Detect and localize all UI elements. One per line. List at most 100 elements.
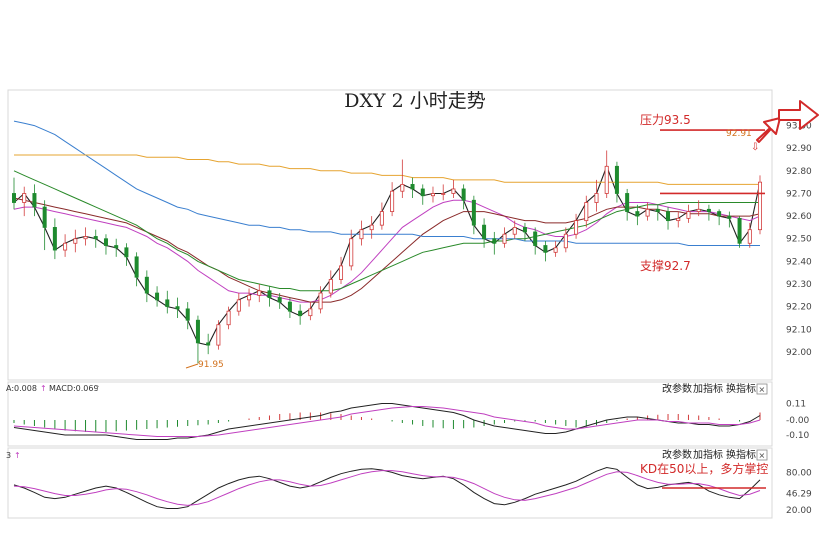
- kd-close-button[interactable]: ✕: [756, 449, 768, 461]
- price-tick-label: 92.20: [786, 303, 812, 313]
- kd-tick-label: 20.00: [786, 506, 812, 516]
- candle: [553, 241, 558, 257]
- candle-body: [553, 247, 558, 253]
- candle: [645, 202, 650, 221]
- macd-close-button[interactable]: ✕: [756, 383, 768, 395]
- price-tick-label: 92.60: [786, 212, 812, 222]
- ma-blue-line: [13, 120, 760, 246]
- candle: [502, 227, 507, 248]
- candle: [359, 220, 364, 246]
- candle: [195, 315, 200, 364]
- candle-body: [686, 211, 691, 219]
- candle: [625, 188, 630, 221]
- candle-body: [185, 308, 190, 321]
- candle-body: [236, 299, 241, 312]
- candle-body: [666, 211, 671, 222]
- candle-body: [461, 188, 466, 201]
- candle-body: [604, 165, 609, 194]
- macd-panel-frame: [7, 381, 773, 447]
- candle-body: [471, 199, 476, 226]
- macd-histogram: [13, 412, 761, 433]
- candle: [676, 211, 681, 228]
- macd-close-icon: ✕: [759, 386, 766, 395]
- candle: [103, 234, 108, 255]
- candle-body: [165, 299, 170, 308]
- candle-body: [339, 265, 344, 280]
- price-tick-label: 92.50: [786, 235, 812, 245]
- candle: [287, 297, 292, 318]
- down-arrow-marks: ⇩: [751, 142, 759, 153]
- kd-d-line: [13, 470, 761, 506]
- price-tick-label: 92.10: [786, 325, 812, 335]
- candle-body: [441, 193, 446, 195]
- candle: [63, 234, 68, 257]
- candle: [747, 222, 752, 248]
- price-tick-label: 92.90: [786, 144, 812, 154]
- chart-title: DXY 2 小时走势: [344, 90, 485, 112]
- candle: [522, 222, 527, 241]
- candle-body: [563, 233, 568, 249]
- candle-body: [727, 215, 732, 219]
- macd-lines: [13, 403, 761, 440]
- candle-body: [83, 236, 88, 240]
- candle-body: [247, 294, 252, 301]
- candle-body: [175, 306, 180, 310]
- candle: [328, 270, 333, 298]
- candle: [737, 216, 742, 248]
- candles: [11, 150, 763, 364]
- price-tick-label: 92.70: [786, 189, 812, 199]
- candle: [114, 238, 119, 257]
- candle: [236, 293, 241, 316]
- candle-body: [512, 227, 517, 235]
- price-panel-frame: [7, 89, 773, 381]
- macd-legend-up-icon: ↑: [40, 384, 47, 393]
- candle-body: [63, 242, 68, 251]
- candle-body: [625, 193, 630, 212]
- macd-legend-down-icon: ↑: [94, 384, 101, 393]
- kd-edit-params-button[interactable]: 改参数: [662, 448, 692, 461]
- candle-body: [655, 208, 660, 212]
- right-arrow-icon: [778, 100, 819, 130]
- ma-magenta-line: [13, 199, 761, 303]
- macd-close-box: [756, 383, 768, 395]
- candle-body: [390, 190, 395, 212]
- kd-legend-up-icon: ↑: [14, 451, 21, 460]
- candle: [32, 184, 37, 217]
- kd-panel: 3 ↑ 改参数 加指标 换指标 ✕ 80.00 46.29 20.00 KD在50以…: [6, 447, 812, 519]
- kd-axis: 80.00 46.29 20.00: [786, 468, 812, 515]
- kd-note: KD在50以上，多方掌控: [640, 461, 768, 476]
- price-panel: 92.00 92.10 92.20 92.30 92.40 92.50 92.60 92.70…: [7, 89, 812, 381]
- candle-body: [42, 206, 47, 228]
- candle: [42, 200, 47, 251]
- low-pointer-icon: [185, 363, 199, 369]
- candle-body: [645, 208, 650, 217]
- candle: [584, 195, 589, 228]
- macd-panel: A:0.008 ↑ MACD:0.069 ↑ 改参数 加指标 换指标 ✕ 0.1…: [6, 381, 810, 447]
- candle: [533, 227, 538, 255]
- high-price-label: 92.91: [726, 129, 752, 139]
- kd-add-indicator-button[interactable]: 加指标: [693, 448, 723, 461]
- candle-body: [206, 342, 211, 346]
- kd-close-box: [756, 449, 768, 461]
- candle: [298, 304, 303, 325]
- kd-switch-indicator-button[interactable]: 换指标: [726, 448, 756, 461]
- candle: [277, 293, 282, 309]
- candle: [267, 286, 272, 307]
- price-tick-label: 92.80: [786, 167, 812, 177]
- candle-body: [635, 211, 640, 217]
- candle: [563, 227, 568, 253]
- macd-tick-label: -0.00: [786, 416, 810, 426]
- macd-switch-indicator-button[interactable]: 换指标: [726, 382, 756, 395]
- resistance-label: 压力93.5: [640, 113, 691, 127]
- candle: [410, 177, 415, 198]
- candle-body: [717, 211, 722, 217]
- candle: [482, 218, 487, 248]
- macd-add-indicator-button[interactable]: 加指标: [693, 382, 723, 395]
- kd-lines: [13, 466, 761, 509]
- candle: [369, 216, 374, 239]
- macd-edit-params-button[interactable]: 改参数: [662, 382, 692, 395]
- up-right-arrow-icon: [756, 117, 781, 143]
- candle-body: [155, 292, 160, 301]
- candle: [717, 209, 722, 226]
- candle: [349, 229, 354, 271]
